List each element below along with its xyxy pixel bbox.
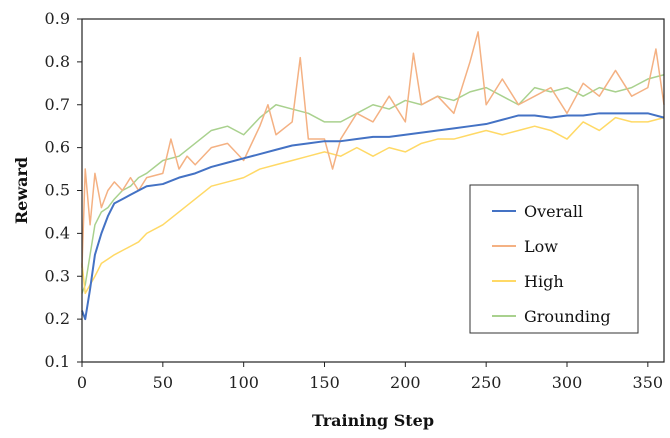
x-tick-label: 50 xyxy=(153,373,173,392)
y-axis-title: Reward xyxy=(12,157,31,224)
x-tick-label: 150 xyxy=(309,373,340,392)
y-tick-label: 0.7 xyxy=(45,95,70,114)
x-tick-label: 200 xyxy=(390,373,421,392)
y-tick-label: 0.9 xyxy=(45,9,70,28)
y-tick-label: 0.6 xyxy=(45,138,70,157)
legend: Overall Low High Grounding xyxy=(469,184,639,334)
plot-area xyxy=(81,31,665,321)
y-tick-label: 0.8 xyxy=(45,52,70,71)
legend-label-low: Low xyxy=(524,237,558,256)
legend-label-overall: Overall xyxy=(524,202,583,221)
x-tick-label: 300 xyxy=(552,373,583,392)
x-tick-label: 250 xyxy=(471,373,502,392)
x-axis-title: Training Step xyxy=(312,411,434,430)
series-line-high xyxy=(81,116,665,295)
x-tick-label: 0 xyxy=(77,373,87,392)
y-tick-label: 0.5 xyxy=(45,181,70,200)
legend-box xyxy=(469,184,639,334)
x-tick-label: 100 xyxy=(228,373,259,392)
x-tick-label: 350 xyxy=(633,373,664,392)
series-line-overall xyxy=(81,112,665,321)
y-tick-label: 0.3 xyxy=(45,266,70,285)
series-line-low xyxy=(81,31,665,268)
legend-label-grounding: Grounding xyxy=(524,307,611,326)
legend-label-high: High xyxy=(524,272,564,291)
ticks: 0 50 100 150 200 250 300 350 0.1 0.2 0.3 0.4 0.5 0.6 0… xyxy=(45,9,664,392)
y-tick-label: 0.2 xyxy=(45,309,70,328)
y-tick-label: 0.4 xyxy=(45,223,70,242)
y-tick-label: 0.1 xyxy=(45,352,70,371)
